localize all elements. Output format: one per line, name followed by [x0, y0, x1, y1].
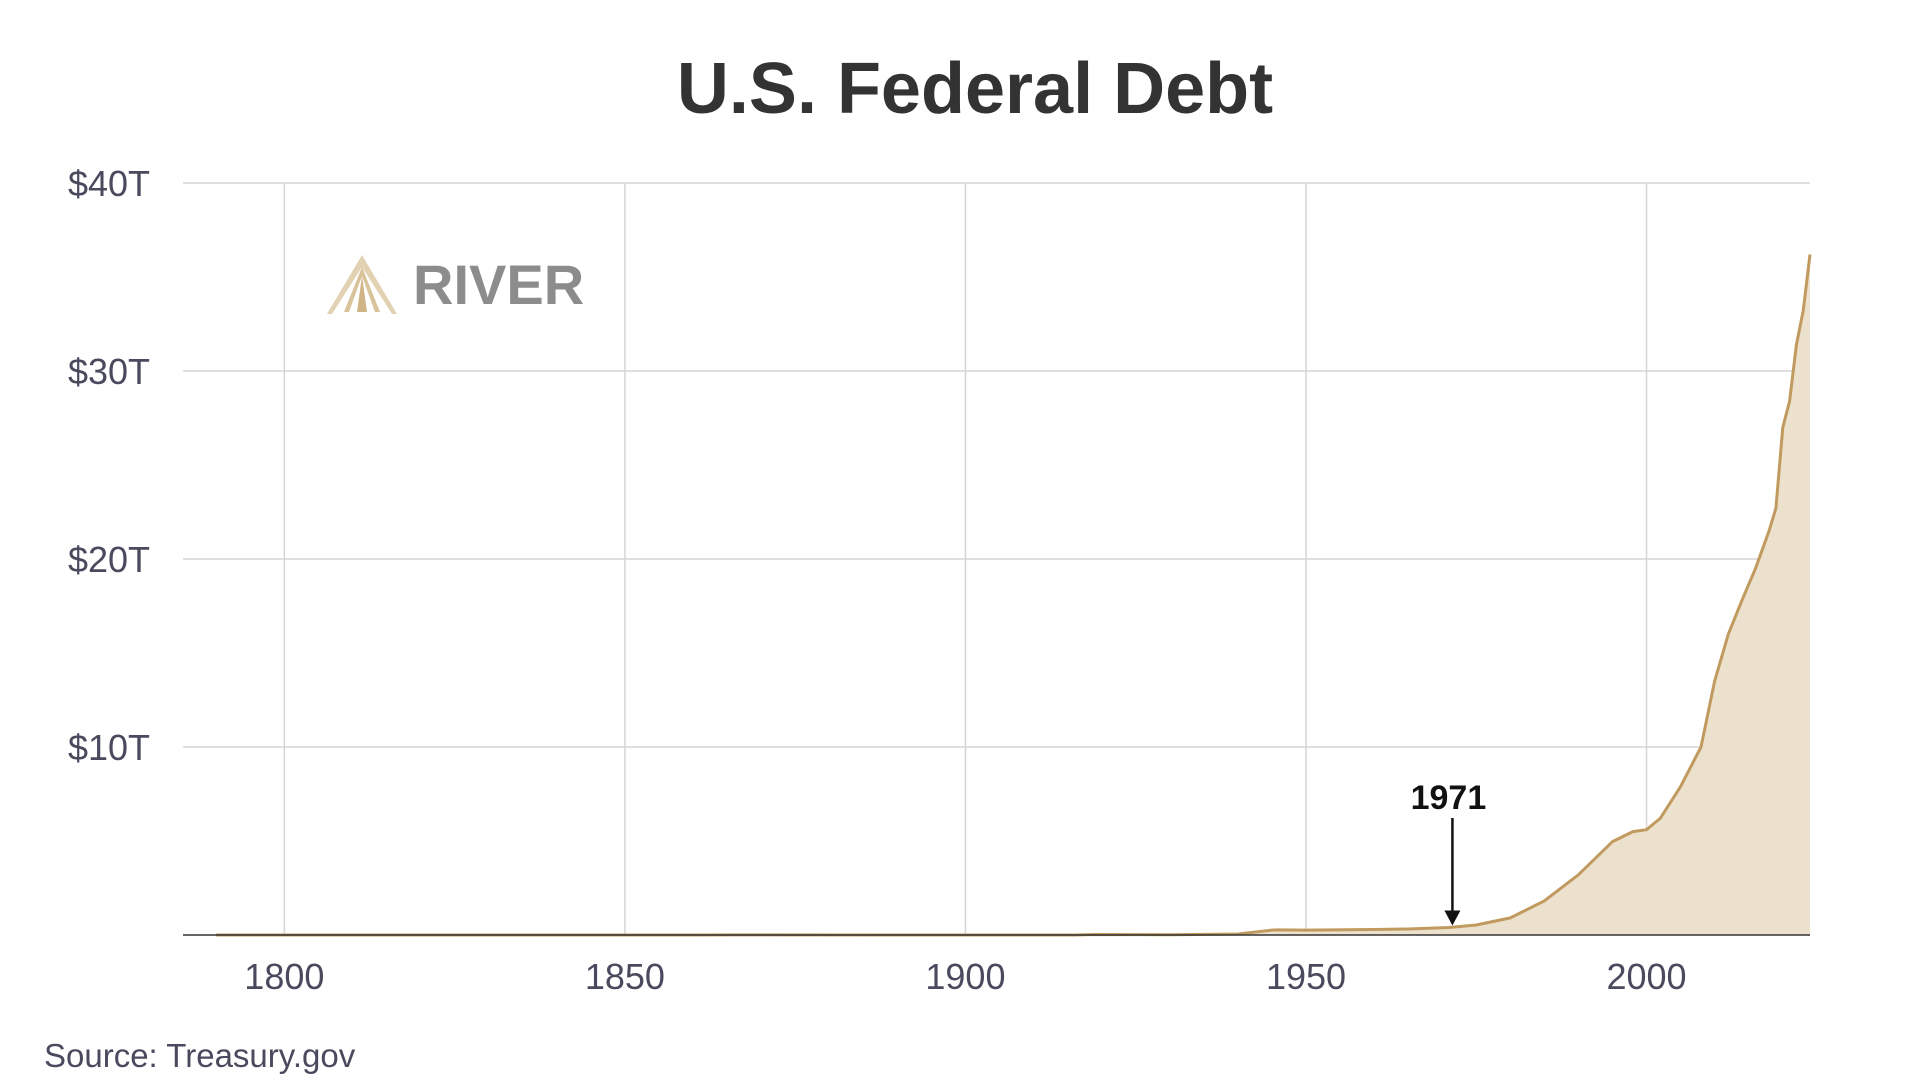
x-tick-label: 1850	[585, 956, 665, 997]
area-series	[216, 254, 1812, 937]
annotation-arrow-head	[1444, 910, 1461, 926]
series-line	[216, 254, 1812, 937]
chart-title: U.S. Federal Debt	[677, 49, 1273, 129]
x-tick-label: 1900	[925, 956, 1005, 997]
axes: $10T $20T $30T $40T 1800 1850 1900 1950 2000	[68, 163, 1810, 997]
x-tick-label: 1950	[1266, 956, 1346, 997]
river-logo-mark	[327, 255, 397, 314]
river-logo: RIVER	[327, 253, 584, 316]
y-tick-label: $10T	[68, 727, 150, 768]
river-logo-word: RIVER	[413, 253, 584, 316]
y-tick-label: $40T	[68, 163, 150, 204]
x-tick-label: 2000	[1606, 956, 1686, 997]
series-area	[216, 254, 1811, 935]
source-note: Source: Treasury.gov	[44, 1037, 356, 1074]
grid	[183, 182, 1810, 935]
y-tick-label: $20T	[68, 539, 150, 580]
annotations: 1971	[1411, 779, 1487, 926]
x-tick-label: 1800	[244, 956, 324, 997]
annotation-label: 1971	[1411, 779, 1487, 817]
y-tick-label: $30T	[68, 351, 150, 392]
